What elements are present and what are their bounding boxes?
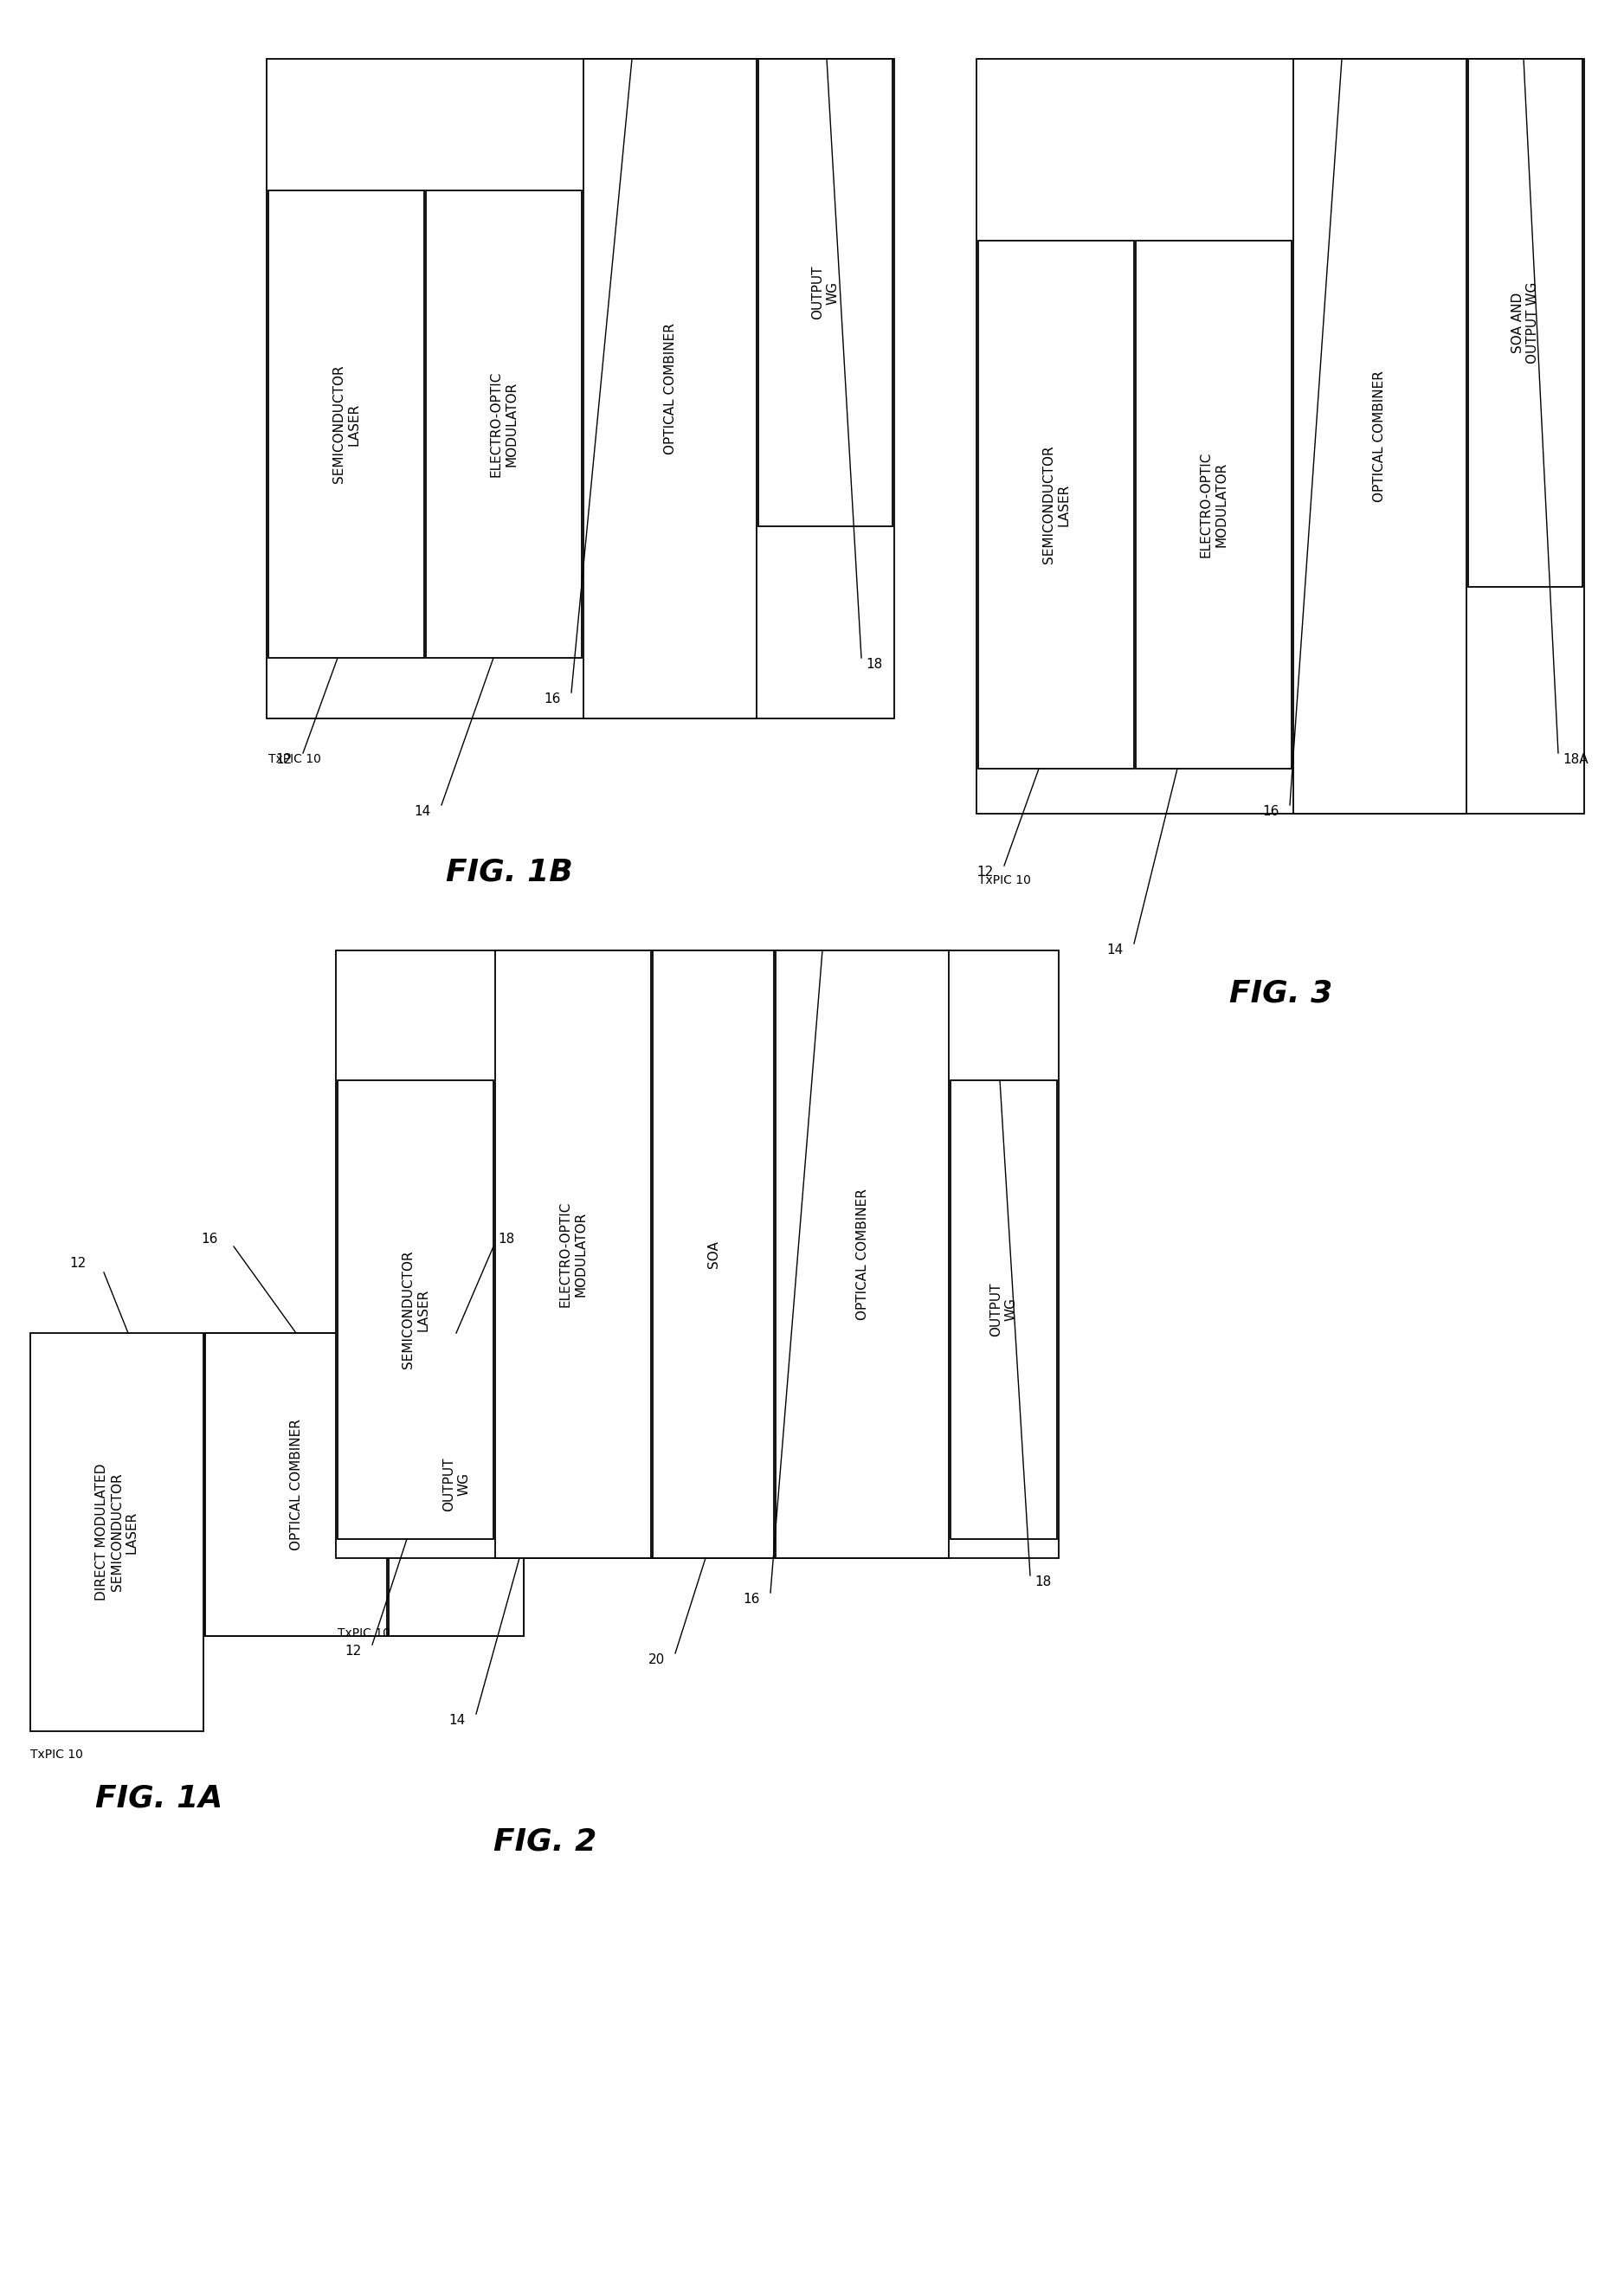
Text: 16: 16: [744, 1594, 760, 1605]
Text: SEMICONDUCTOR
LASER: SEMICONDUCTOR LASER: [401, 1250, 429, 1369]
Text: 16: 16: [1263, 805, 1280, 819]
Text: ELECTRO-OPTIC
MODULATOR: ELECTRO-OPTIC MODULATOR: [559, 1202, 588, 1307]
Text: TxPIC 10: TxPIC 10: [31, 1750, 83, 1761]
Text: FIG. 2: FIG. 2: [494, 1828, 596, 1855]
Bar: [976, 60, 1583, 814]
Text: ELECTRO-OPTIC
MODULATOR: ELECTRO-OPTIC MODULATOR: [490, 371, 518, 477]
Text: SOA: SOA: [706, 1241, 719, 1268]
Text: SEMICONDUCTOR
LASER: SEMICONDUCTOR LASER: [1043, 445, 1070, 564]
Text: 16: 16: [544, 692, 560, 706]
Text: 18: 18: [866, 658, 882, 672]
Text: OUTPUT
WG: OUTPUT WG: [989, 1282, 1018, 1337]
Text: 14: 14: [414, 805, 430, 819]
Bar: [205, 1332, 523, 1635]
Text: FIG. 1B: FIG. 1B: [447, 858, 573, 887]
Text: FIG. 1A: FIG. 1A: [96, 1784, 222, 1811]
Text: DIRECT MODULATED
SEMICONDUCTOR
LASER: DIRECT MODULATED SEMICONDUCTOR LASER: [96, 1463, 138, 1601]
Bar: [1135, 241, 1291, 768]
Bar: [758, 60, 893, 527]
Text: 18A: 18A: [1562, 754, 1588, 766]
Text: OPTICAL COMBINER: OPTICAL COMBINER: [1374, 371, 1387, 502]
Bar: [495, 949, 651, 1559]
Bar: [336, 949, 1059, 1559]
Bar: [776, 949, 948, 1559]
Text: 12: 12: [276, 754, 292, 766]
Bar: [31, 1332, 203, 1731]
Text: TxPIC 10: TxPIC 10: [268, 752, 322, 766]
Bar: [978, 241, 1134, 768]
Bar: [1293, 60, 1466, 814]
Text: OPTICAL COMBINER: OPTICAL COMBINER: [289, 1419, 302, 1550]
Text: 18: 18: [499, 1234, 515, 1245]
Text: FIG. 3: FIG. 3: [1229, 979, 1332, 1007]
Text: OPTICAL COMBINER: OPTICAL COMBINER: [664, 323, 677, 454]
Text: 14: 14: [1108, 945, 1124, 956]
Text: ELECTRO-OPTIC
MODULATOR: ELECTRO-OPTIC MODULATOR: [1200, 452, 1228, 557]
Text: OUTPUT
WG: OUTPUT WG: [442, 1458, 471, 1511]
Text: 14: 14: [450, 1715, 466, 1727]
Text: OUTPUT
WG: OUTPUT WG: [812, 266, 840, 319]
Text: TxPIC 10: TxPIC 10: [978, 874, 1031, 887]
Text: TxPIC 10: TxPIC 10: [338, 1628, 390, 1639]
Bar: [583, 60, 757, 718]
Bar: [388, 1332, 523, 1635]
Bar: [950, 1080, 1057, 1539]
Bar: [338, 1080, 494, 1539]
Bar: [653, 949, 775, 1559]
Text: 12: 12: [978, 867, 994, 878]
Text: 20: 20: [648, 1653, 664, 1667]
Text: 18: 18: [1034, 1575, 1051, 1589]
Bar: [268, 190, 424, 658]
Text: SEMICONDUCTOR
LASER: SEMICONDUCTOR LASER: [333, 365, 361, 484]
Bar: [266, 60, 895, 718]
Text: 12: 12: [70, 1257, 86, 1270]
Bar: [1468, 60, 1582, 587]
Text: OPTICAL COMBINER: OPTICAL COMBINER: [856, 1188, 869, 1321]
Bar: [425, 190, 581, 658]
Text: 12: 12: [346, 1644, 362, 1658]
Bar: [205, 1332, 387, 1635]
Text: 16: 16: [201, 1234, 218, 1245]
Text: SOA AND
OUTPUT WG: SOA AND OUTPUT WG: [1512, 282, 1540, 365]
